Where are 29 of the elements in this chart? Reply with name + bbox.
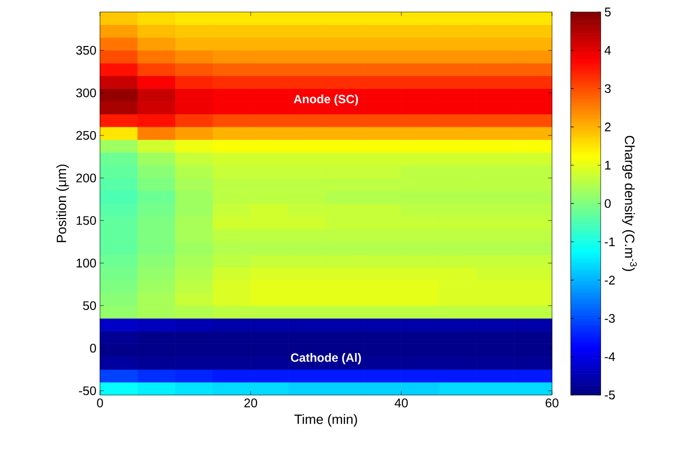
y-tick-label: 250: [76, 131, 96, 140]
color-bar-label: 4: [604, 46, 611, 55]
color-bar-title: Charge density (C.m$^{-3}$): [622, 136, 637, 271]
y-tick-label: 200: [76, 174, 96, 182]
y-tick-label: 100: [76, 258, 96, 268]
color-bar-label: -5: [604, 390, 615, 400]
y-tick-label: 350: [76, 46, 96, 55]
x-tick-label: 40: [394, 398, 408, 408]
color-bar-label: 1: [605, 160, 611, 170]
y-tick-label: -50: [79, 386, 96, 396]
color-bar-label: -4: [604, 352, 615, 361]
y-tick-label: 300: [76, 88, 96, 98]
color-bar-label: 3: [604, 84, 611, 94]
annotation: Cathode (Al): [290, 353, 361, 364]
color-bar-label: -2: [604, 276, 615, 284]
color-bar-label: 0: [604, 199, 611, 208]
x-tick-label: 0: [97, 398, 103, 408]
x-tick-label: 20: [244, 398, 258, 408]
color-bar-label: 5: [604, 8, 611, 16]
y-tick-label: 50: [83, 301, 96, 310]
color-bar-label: -3: [604, 314, 615, 323]
y-axis-title: Position (μm): [56, 164, 69, 242]
color-bar-label: -1: [604, 238, 615, 246]
x-tick-label: 60: [546, 398, 558, 408]
x-axis-title: Time (min): [294, 414, 358, 427]
color-bar-label: 2: [604, 122, 611, 132]
y-tick-label: 0: [90, 344, 96, 353]
annotation: Anode (SC): [294, 94, 358, 106]
y-tick-label: 150: [76, 216, 96, 225]
